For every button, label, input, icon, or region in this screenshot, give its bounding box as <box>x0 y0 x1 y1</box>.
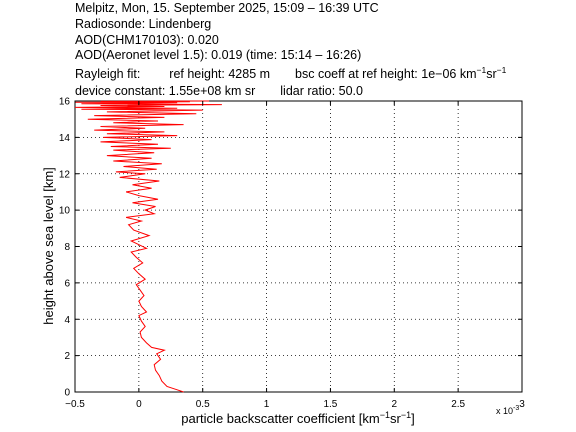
x-tick-label: 2 <box>392 399 398 410</box>
header-title: Melpitz, Mon, 15. September 2025, 15:09 … <box>75 1 379 15</box>
header-device-line: device constant: 1.55e+08 km sr lidar ra… <box>75 83 363 99</box>
x-scale-base: x 10 <box>496 406 513 416</box>
y-tick-label: 0 <box>64 388 70 399</box>
y-tick-label: 8 <box>64 242 70 253</box>
y-tick-label: 6 <box>64 278 70 289</box>
x-label-main: particle backscatter coefficient [km <box>181 411 379 426</box>
x-scale-exponent: -3 <box>513 405 519 412</box>
x-axis-label: particle backscatter coefficient [km−1sr… <box>181 410 414 426</box>
backscatter-profile-line <box>74 100 222 393</box>
axis-ticks <box>74 100 523 393</box>
header-aod-chm: AOD(CHM170103): 0.020 <box>75 33 219 47</box>
rayleigh-label: Rayleigh fit: <box>75 67 141 81</box>
ref-height: ref height: 4285 m <box>169 67 271 81</box>
bsc-coeff-sup-2: −1 <box>496 65 507 75</box>
x-label-sr: sr <box>390 411 402 426</box>
x-label-end: ] <box>411 411 415 426</box>
x-tick-label: 3 <box>519 399 525 410</box>
x-label-sup-1: −1 <box>380 410 390 420</box>
device-constant: device constant: 1.55e+08 km sr <box>75 84 256 98</box>
x-tick-label: 1.5 <box>323 399 337 410</box>
header-aod-aeronet: AOD(Aeronet level 1.5): 0.019 (time: 15:… <box>75 48 362 62</box>
x-tick-label: 1 <box>264 399 270 410</box>
y-tick-label: 4 <box>64 315 70 326</box>
y-axis-label: height above sea level [km] <box>41 167 56 325</box>
bsc-coeff-sr: sr <box>486 67 497 81</box>
grid <box>75 101 522 392</box>
x-label-sup-2: −1 <box>401 410 411 420</box>
x-scale-multiplier: x 10-3 <box>496 405 519 416</box>
x-tick-label: 2.5 <box>451 399 465 410</box>
x-tick-label: −0.5 <box>65 399 85 410</box>
header-rayleigh-line: Rayleigh fit: ref height: 4285 m bsc coe… <box>75 66 506 82</box>
y-tick-label: 2 <box>64 351 70 362</box>
bsc-coeff-text: bsc coeff at ref height: 1e−06 km <box>295 67 477 81</box>
x-tick-label: 0 <box>136 399 142 410</box>
y-tick-label: 14 <box>59 133 71 144</box>
y-tick-label: 12 <box>59 169 71 180</box>
bsc-coeff-sup-1: −1 <box>476 65 487 75</box>
lidar-ratio: lidar ratio: 50.0 <box>280 84 363 98</box>
series-layer <box>74 100 222 393</box>
header-radiosonde: Radiosonde: Lindenberg <box>75 17 212 31</box>
x-tick-label: 0.5 <box>196 399 210 410</box>
y-tick-label: 10 <box>59 206 71 217</box>
y-tick-label: 16 <box>59 97 71 108</box>
